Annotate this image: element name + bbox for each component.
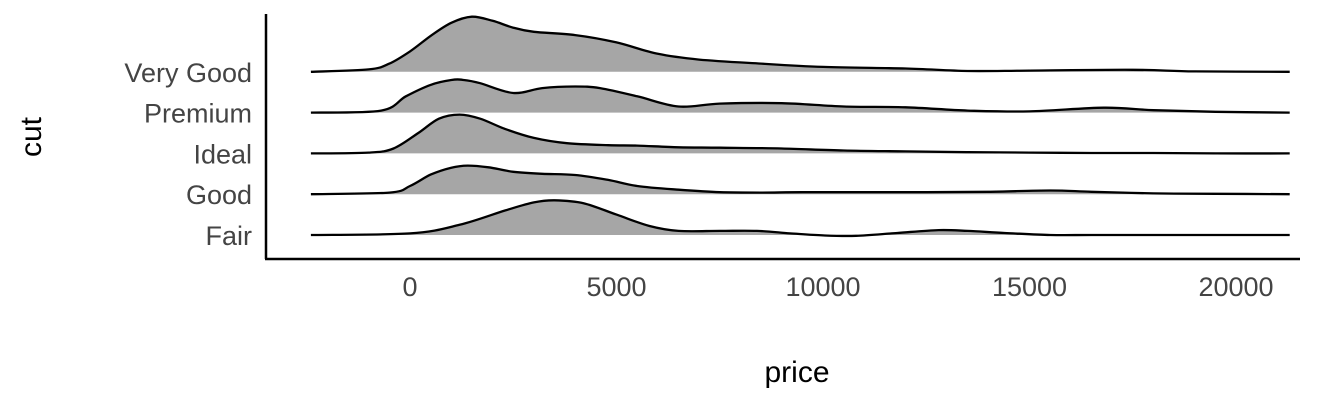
ridge-premium (310, 78, 1290, 114)
ridge-fill-good (310, 165, 1290, 195)
y-tick-labels: Fair Good Ideal Premium Very Good (124, 58, 252, 251)
ridge-line-fair (310, 199, 1290, 238)
y-axis-title: cut (15, 116, 48, 157)
x-tick-label: 20000 (1198, 272, 1273, 302)
y-tick-label: Very Good (124, 58, 252, 88)
ridge-fair (310, 199, 1290, 238)
x-tick-labels: 0 5000 10000 15000 20000 (402, 272, 1273, 302)
ridge-very-good (310, 15, 1290, 73)
ridge-fill-premium (310, 79, 1290, 113)
y-tick-label: Fair (206, 221, 253, 251)
x-tick-label: 15000 (992, 272, 1067, 302)
ridge-line-very-good (310, 15, 1290, 73)
ridge-fill-very-good (310, 16, 1290, 72)
ridge-fill-fair (310, 200, 1290, 236)
ridges-group (310, 15, 1290, 238)
y-tick-label: Good (186, 180, 252, 210)
x-tick-label: 10000 (785, 272, 860, 302)
ridge-line-premium (310, 78, 1290, 114)
ridge-fill-ideal (310, 114, 1290, 154)
ridge-line-good (310, 164, 1290, 196)
y-tick-label: Premium (144, 99, 252, 129)
x-tick-label: 0 (402, 272, 417, 302)
ridge-ideal (310, 113, 1290, 155)
ridge-good (310, 164, 1290, 196)
x-tick-label: 5000 (586, 272, 646, 302)
ridge-line-ideal (310, 113, 1290, 155)
y-tick-label: Ideal (193, 139, 252, 169)
x-axis-title: price (764, 356, 829, 389)
